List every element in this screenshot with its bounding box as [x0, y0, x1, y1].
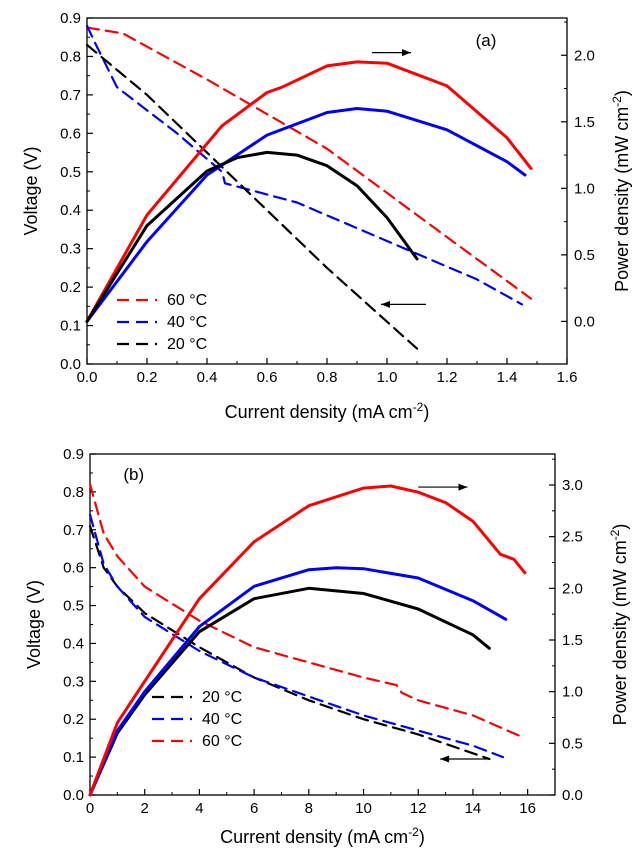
- y-left-tick-label: 0.6: [60, 125, 81, 142]
- arrow-head: [440, 755, 450, 763]
- legend-label: 20 °C: [202, 689, 242, 706]
- x-tick-label: 10: [355, 800, 372, 817]
- chart-panel-a: 0.0 0.2 0.4 0.6 0.8 1.0 1.2 1.4 1.6 0.0 0.1 0.2 0.3 0…: [21, 10, 632, 422]
- plot-frame: [89, 453, 556, 796]
- legend-label: 20 °C: [167, 336, 207, 353]
- y-right-tick-label: 0.5: [574, 247, 595, 264]
- x-tick-label: 0.8: [317, 369, 338, 386]
- legend-label: 40 °C: [167, 314, 207, 331]
- x-tick-label: 4: [195, 800, 203, 817]
- y-right-axis-label: Power density (mW cm-2): [608, 524, 630, 726]
- y-right-tick-label: 0.0: [574, 313, 595, 330]
- y-left-tick-label: 0.3: [63, 673, 84, 690]
- series-power-40C: [88, 566, 508, 797]
- panel-label: (b): [123, 465, 144, 484]
- arrow-head: [402, 49, 411, 57]
- legend-label: 60 °C: [167, 292, 207, 309]
- y-right-tick-label: 0.0: [562, 787, 583, 804]
- x-tick-label: 1.2: [437, 369, 458, 386]
- series-voltage-20C: [85, 43, 419, 350]
- y-left-tick-label: 0.4: [63, 635, 84, 652]
- x-tick-label: 16: [519, 800, 536, 817]
- y-left-tick-label: 0.2: [60, 279, 81, 296]
- y-left-tick-label: 0.2: [63, 711, 84, 728]
- y-left-tick-label: 0.6: [63, 560, 84, 577]
- y-left-tick-label: 0.1: [60, 318, 81, 335]
- y-right-tick-label: 1.5: [574, 114, 595, 131]
- y-left-tick-label: 0.3: [60, 241, 81, 258]
- x-tick-label: 14: [465, 800, 482, 817]
- y-right-tick-label: 0.5: [562, 735, 583, 752]
- legend-label: 60 °C: [202, 733, 242, 750]
- y-right-tick-label: 1.0: [574, 180, 595, 197]
- x-tick-label: 6: [250, 800, 258, 817]
- x-tick-label: 1.4: [497, 369, 518, 386]
- y-left-tick-label: 0.0: [63, 787, 84, 804]
- y-right-tick-label: 1.0: [562, 684, 583, 701]
- legend: 20 °C 40 °C 60 °C: [152, 689, 242, 750]
- x-axis-label: Current density (mA cm-2): [220, 825, 425, 847]
- x-tick-label: 8: [305, 800, 313, 817]
- x-tick-label: 0: [86, 800, 94, 817]
- legend: 60 °C 40 °C 20 °C: [117, 292, 207, 353]
- y-right-tick-label: 2.0: [574, 47, 595, 64]
- arrow-head: [381, 300, 390, 308]
- y-left-tick-label: 0.7: [60, 87, 81, 104]
- y-left-tick-label: 0.7: [63, 522, 84, 539]
- chart-panel-b: 0 2 4 6 8 10 12 14 16 0.0 0.1 0.2 0.3 0.4 0.5 0.6 0.7 0.8…: [24, 446, 630, 847]
- panel-label: (a): [476, 31, 497, 50]
- y-left-tick-label: 0.1: [63, 749, 84, 766]
- series-voltage-20C: [88, 524, 491, 761]
- arrow-head: [458, 483, 468, 491]
- y-left-axis-label: Voltage (V): [24, 580, 44, 669]
- y-left-tick-label: 0.5: [63, 598, 84, 615]
- series-voltage-60C: [88, 483, 527, 740]
- y-left-tick-label: 0.0: [60, 356, 81, 373]
- y-left-tick-label: 0.5: [60, 164, 81, 181]
- series-voltage-60C: [85, 26, 533, 300]
- y-left-axis-label: Voltage (V): [21, 146, 41, 235]
- legend-label: 40 °C: [202, 711, 242, 728]
- x-tick-label: 12: [410, 800, 427, 817]
- y-right-tick-label: 2.0: [562, 580, 583, 597]
- y-right-tick-label: 2.5: [562, 529, 583, 546]
- x-tick-label: 0.4: [197, 369, 218, 386]
- y-right-tick-label: 1.5: [562, 632, 583, 649]
- series-voltage-40C: [85, 24, 524, 306]
- series-power-60C: [88, 484, 527, 797]
- x-tick-label: 0.2: [137, 369, 158, 386]
- series-voltage-40C: [88, 513, 505, 759]
- x-tick-label: 1.0: [377, 369, 398, 386]
- y-left-tick-label: 0.9: [60, 10, 81, 27]
- series-power-40C: [85, 107, 527, 323]
- series-power-20C: [85, 150, 419, 323]
- y-left-tick-label: 0.8: [63, 484, 84, 501]
- x-tick-label: 0.6: [257, 369, 278, 386]
- y-left-tick-label: 0.8: [60, 48, 81, 65]
- x-tick-label: 1.6: [557, 369, 578, 386]
- x-axis-label: Current density (mA cm-2): [225, 400, 430, 422]
- plot-frame: [86, 17, 568, 365]
- y-left-tick-label: 0.9: [63, 446, 84, 463]
- x-tick-label: 0.0: [77, 369, 98, 386]
- y-right-axis-label: Power density (mW cm-2): [610, 90, 632, 292]
- y-left-tick-label: 0.4: [60, 202, 81, 219]
- x-tick-label: 2: [141, 800, 149, 817]
- series-power-60C: [85, 60, 533, 323]
- y-right-tick-label: 3.0: [562, 477, 583, 494]
